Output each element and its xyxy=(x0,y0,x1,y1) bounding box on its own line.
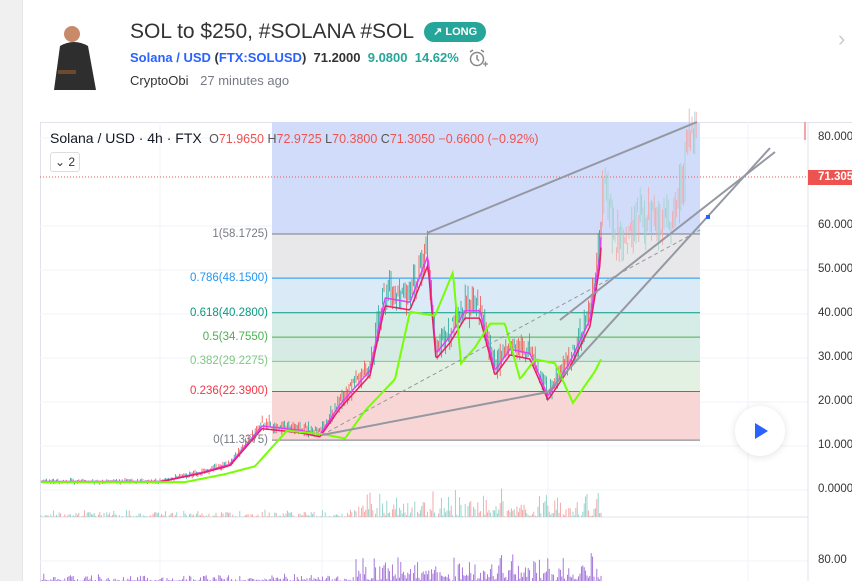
legend-symbol: Solana / USD · 4h · FTX xyxy=(50,130,202,146)
long-badge: ↗ LONG xyxy=(424,22,487,42)
chart-legend: Solana / USD · 4h · FTX O71.9650 H72.972… xyxy=(50,130,539,146)
symbol-row: Solana / USD (FTX:SOLUSD) 71.2000 9.0800… xyxy=(130,48,489,68)
author-name[interactable]: CryptoObi xyxy=(130,73,189,88)
idea-title: SOL to $250, #SOLANA #SOL xyxy=(130,20,415,43)
chevron-down-icon: ⌄ xyxy=(54,155,66,169)
badge-label: LONG xyxy=(445,26,478,38)
price-axis-label: 0.0000 xyxy=(818,483,852,495)
change: 9.0800 xyxy=(367,50,408,65)
title-row: SOL to $250, #SOLANA #SOL ↗ LONG xyxy=(130,19,487,45)
symbol-code-link[interactable]: FTX:SOLUSD xyxy=(218,50,302,65)
trendline xyxy=(559,151,776,321)
drawing-handle xyxy=(706,215,710,219)
trendline xyxy=(321,391,549,436)
fib-level-label: 0.786(48.1500) xyxy=(189,272,268,285)
indicator-count: 2 xyxy=(68,155,76,169)
fib-level-label: 0.618(40.2800) xyxy=(189,306,268,319)
legend-open: 71.9650 xyxy=(218,132,264,146)
fib-level-label: 1(58.1725) xyxy=(212,228,268,241)
play-button[interactable] xyxy=(735,406,785,456)
price-axis-label: 80.000 xyxy=(818,131,852,143)
legend-low: 70.3800 xyxy=(332,132,378,146)
indicators-toggle[interactable]: ⌄ 2 xyxy=(50,152,80,172)
moving-average-line xyxy=(41,269,602,484)
price-axis-label: 10.000 xyxy=(818,439,852,451)
next-idea-chevron-icon[interactable]: › xyxy=(838,26,846,51)
price-axis-label: 40.000 xyxy=(818,307,852,319)
symbol-info: Solana / USD (FTX:SOLUSD) 71.2000 9.0800… xyxy=(130,50,459,65)
dashed-trendline xyxy=(321,229,701,436)
author-avatar[interactable] xyxy=(50,22,98,90)
candle xyxy=(804,122,806,140)
left-scroll-strip xyxy=(0,0,23,581)
legend-change: −0.6600 (−0.92%) xyxy=(438,132,539,146)
symbol-name-link[interactable]: Solana / USD xyxy=(130,50,211,65)
play-icon xyxy=(755,423,768,439)
legend-close: 71.3050 xyxy=(389,132,435,146)
time-ago: 27 minutes ago xyxy=(200,73,290,88)
fib-zone xyxy=(272,361,700,392)
fib-level-label: 0(11.3375) xyxy=(213,434,268,447)
price-axis-label: 20.000 xyxy=(818,395,852,407)
author-line: CryptoObi 27 minutes ago xyxy=(130,73,289,88)
price-axis-label: 50.000 xyxy=(818,263,852,275)
fib-extension-zone xyxy=(272,122,700,235)
fib-level-label: 0.5(34.7550) xyxy=(202,331,268,344)
lower-axis-label: 80.00 xyxy=(818,554,847,566)
fib-zone xyxy=(272,278,700,313)
add-alert-icon[interactable] xyxy=(467,48,489,68)
trendline xyxy=(547,147,771,393)
arrow-up-right-icon: ↗ xyxy=(433,26,443,38)
legend-high: 72.9725 xyxy=(276,132,322,146)
price: 71.2000 xyxy=(313,50,361,65)
trendline xyxy=(426,121,698,234)
fib-level-label: 0.236(22.3900) xyxy=(189,385,268,398)
fib-zone xyxy=(272,234,700,279)
change-pct: 14.62% xyxy=(414,50,459,65)
price-axis-label: 60.000 xyxy=(818,219,852,231)
fib-level-label: 0.382(29.2275) xyxy=(189,355,268,368)
last-price-tag: 71.305 xyxy=(808,170,852,185)
price-axis-label: 30.000 xyxy=(818,351,852,363)
